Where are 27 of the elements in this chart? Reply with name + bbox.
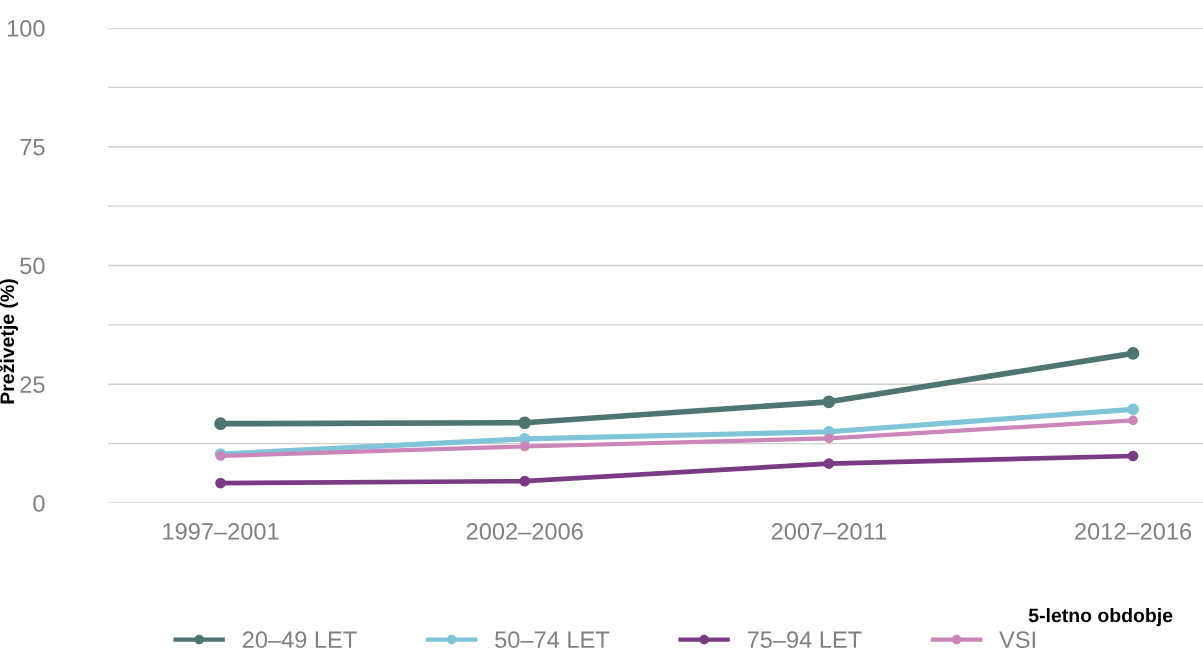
point bbox=[822, 395, 836, 409]
y-tick-label: 50 bbox=[20, 257, 45, 275]
y-tick-label: 100 bbox=[7, 20, 45, 37]
x-axis-title: 5-letno obdobje bbox=[1028, 608, 1173, 627]
x-tick-label: 2007–2011 bbox=[771, 523, 886, 540]
y-tick-label: 0 bbox=[33, 495, 45, 512]
point bbox=[1127, 403, 1139, 416]
x-tick-label: 1997–2001 bbox=[163, 523, 279, 540]
y-tick-label: 75 bbox=[20, 139, 45, 156]
x-tick-label: 2012–2016 bbox=[1075, 523, 1192, 540]
point bbox=[519, 475, 531, 487]
point bbox=[518, 416, 532, 430]
legend-label: 20–49 LET bbox=[242, 631, 357, 649]
legend-label: 50–74 LET bbox=[495, 631, 610, 649]
point bbox=[1126, 347, 1140, 360]
x-tick-label: 2002–2006 bbox=[466, 523, 583, 540]
point bbox=[1127, 450, 1139, 462]
point bbox=[823, 458, 835, 469]
point bbox=[1128, 415, 1138, 426]
point bbox=[215, 477, 226, 489]
point bbox=[519, 441, 530, 452]
legend-label: VSI bbox=[999, 631, 1035, 649]
point bbox=[824, 433, 834, 444]
legend-label: 75–94 LET bbox=[747, 631, 862, 649]
y-tick-label: 25 bbox=[20, 376, 45, 394]
y-axis-title: Preživetje (%) bbox=[0, 279, 18, 404]
point bbox=[214, 417, 227, 430]
